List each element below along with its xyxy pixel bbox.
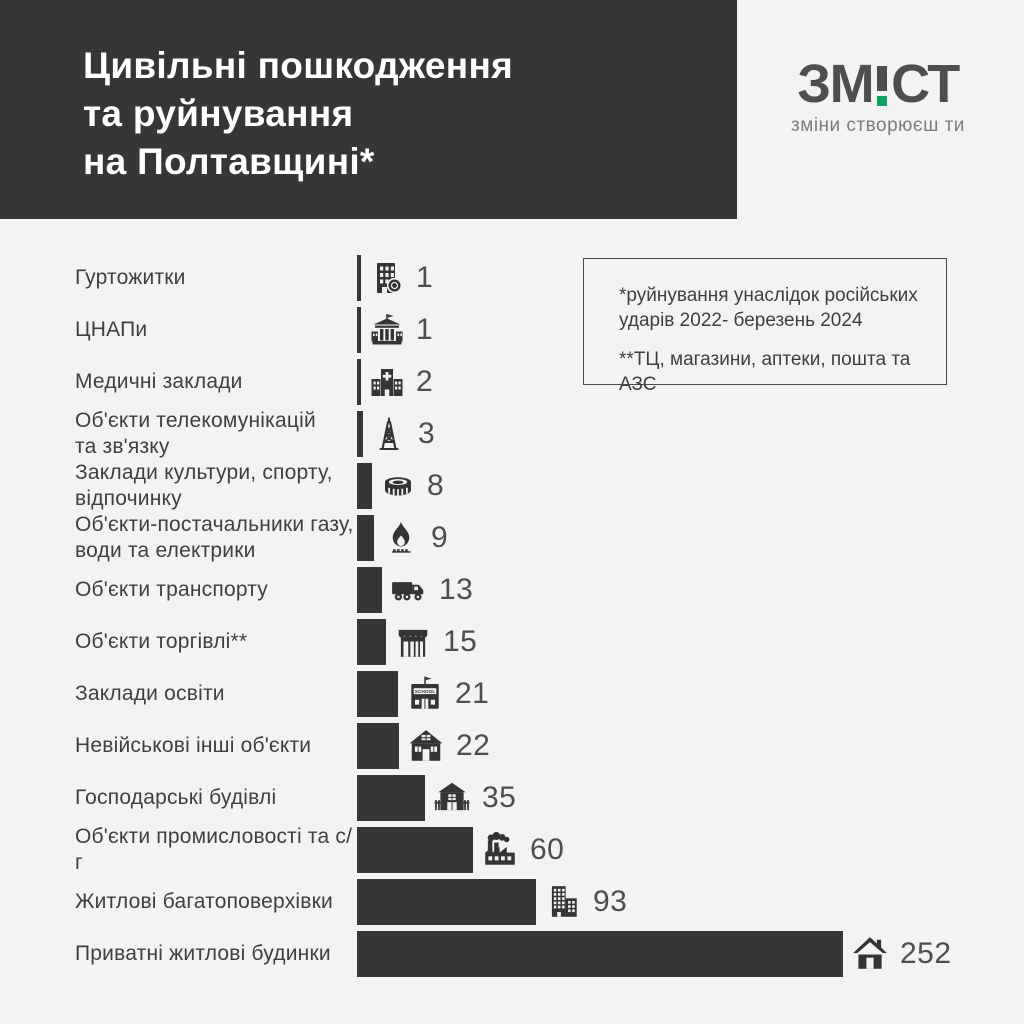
logo-brand-text: ЗМ СТ bbox=[797, 54, 960, 114]
bar-chart: Гуртожитки 1 ЦНАПи 1 Медичні заклади 2 О… bbox=[75, 252, 1015, 980]
logo-brand-post: СТ bbox=[891, 54, 960, 114]
chart-row: Гуртожитки 1 bbox=[75, 252, 1015, 304]
barn-icon bbox=[433, 779, 471, 817]
category-label: Господарські будівлі bbox=[75, 786, 277, 809]
bar bbox=[357, 515, 374, 561]
header-block: Цивільні пошкодження та руйнування на По… bbox=[0, 0, 737, 219]
category-label: ЦНАПи bbox=[75, 318, 148, 341]
bar bbox=[357, 879, 536, 925]
category-label: Невійськові інші об'єкти bbox=[75, 734, 312, 757]
category-label: Медичні заклади bbox=[75, 370, 243, 393]
category-label: Об'єкти-постачальники газу, води та елек… bbox=[75, 513, 354, 562]
government-building-icon bbox=[369, 312, 405, 348]
chart-row: Житлові багатоповерхівки 93 bbox=[75, 876, 1015, 928]
chart-row: Невійськові інші об'єкти 22 bbox=[75, 720, 1015, 772]
svg-text:SCHOOL: SCHOOL bbox=[415, 689, 436, 695]
chart-row: Медичні заклади 2 bbox=[75, 356, 1015, 408]
logo-tagline: зміни створюєш ти bbox=[791, 115, 965, 136]
flame-icon bbox=[382, 519, 420, 557]
category-label: Об'єкти торгівлі** bbox=[75, 630, 248, 653]
value-label: 252 bbox=[900, 937, 952, 970]
shop-icon bbox=[394, 623, 432, 661]
footnote-1: *руйнування унаслідок російських ударів … bbox=[619, 285, 918, 331]
bar bbox=[357, 827, 473, 873]
value-label: 35 bbox=[482, 781, 517, 814]
value-label: 15 bbox=[443, 625, 478, 658]
logo-exclamation-bar bbox=[877, 66, 888, 92]
chart-row: Об'єкти торгівлі** 15 bbox=[75, 616, 1015, 668]
bar bbox=[357, 567, 382, 613]
apartment-building-icon bbox=[544, 883, 582, 921]
value-label: 1 bbox=[416, 313, 434, 346]
bar bbox=[357, 775, 425, 821]
chart-row: Об'єкти транспорту 13 bbox=[75, 564, 1015, 616]
chart-row: Об'єкти-постачальники газу, води та елек… bbox=[75, 512, 1015, 564]
page-title: Цивільні пошкодження та руйнування на По… bbox=[83, 45, 513, 182]
value-label: 2 bbox=[416, 365, 434, 398]
chart-row: Заклади культури, спорту, відпочинку 8 bbox=[75, 460, 1015, 512]
category-label: Житлові багатоповерхівки bbox=[75, 890, 333, 913]
logo-exclamation-icon bbox=[877, 66, 888, 107]
value-label: 22 bbox=[456, 729, 491, 762]
chart-row: Приватні житлові будинки 252 bbox=[75, 928, 1015, 980]
chart-row: Господарські будівлі 35 bbox=[75, 772, 1015, 824]
factory-icon bbox=[481, 831, 519, 869]
bar bbox=[357, 723, 399, 769]
value-label: 8 bbox=[427, 469, 445, 502]
category-label: Заклади освіти bbox=[75, 682, 225, 705]
bar bbox=[357, 255, 361, 301]
category-label: Об'єкти транспорту bbox=[75, 578, 268, 601]
bar bbox=[357, 411, 363, 457]
house-icon bbox=[407, 727, 445, 765]
value-label: 93 bbox=[593, 885, 628, 918]
bar bbox=[357, 359, 361, 405]
bar bbox=[357, 931, 843, 977]
chart-row: Заклади освіти SCHOOL 21 bbox=[75, 668, 1015, 720]
value-label: 1 bbox=[416, 261, 434, 294]
value-label: 21 bbox=[455, 677, 490, 710]
chart-row: Об'єкти промисловості та с/г 60 bbox=[75, 824, 1015, 876]
stadium-icon bbox=[380, 468, 416, 504]
bar bbox=[357, 619, 386, 665]
category-label: Гуртожитки bbox=[75, 266, 186, 289]
category-label: Заклади культури, спорту, відпочинку bbox=[75, 461, 333, 510]
bar bbox=[357, 671, 398, 717]
bar bbox=[357, 307, 361, 353]
hospital-icon bbox=[369, 364, 405, 400]
value-label: 9 bbox=[431, 521, 449, 554]
truck-icon bbox=[390, 571, 428, 609]
logo-exclamation-dot bbox=[877, 96, 888, 107]
footnote-box: *руйнування унаслідок російських ударів … bbox=[583, 258, 947, 395]
chart-row: ЦНАПи 1 bbox=[75, 304, 1015, 356]
category-label: Приватні житлові будинки bbox=[75, 942, 331, 965]
value-label: 60 bbox=[530, 833, 565, 866]
value-label: 3 bbox=[418, 417, 436, 450]
chart-row: Об'єкти телекомунікацій та зв'язку 3 bbox=[75, 408, 1015, 460]
footnote-2: **ТЦ, магазини, аптеки, пошта та АЗС bbox=[619, 349, 911, 395]
logo-brand-pre: ЗМ bbox=[797, 54, 874, 114]
category-label: Об'єкти телекомунікацій та зв'язку bbox=[75, 409, 316, 458]
dormitory-building-icon bbox=[369, 260, 405, 296]
home-icon bbox=[851, 935, 889, 973]
school-icon: SCHOOL bbox=[406, 675, 444, 713]
category-label: Об'єкти промисловості та с/г bbox=[75, 825, 353, 874]
telecom-tower-icon bbox=[371, 416, 407, 452]
value-label: 13 bbox=[439, 573, 474, 606]
zmist-logo: ЗМ СТ зміни створюєш ти bbox=[790, 54, 966, 137]
bar bbox=[357, 463, 372, 509]
